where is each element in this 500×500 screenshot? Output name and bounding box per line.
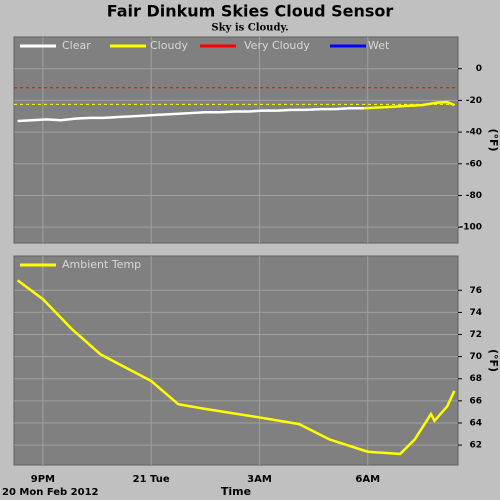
series-line bbox=[364, 100, 455, 110]
y-tick-label: -60 bbox=[466, 159, 482, 169]
y-tick-label: 62 bbox=[469, 441, 482, 451]
y-tick-label: 66 bbox=[469, 396, 482, 406]
y-tick-label: 76 bbox=[469, 286, 482, 296]
series-line bbox=[17, 107, 365, 123]
legend-label: Very Cloudy bbox=[244, 39, 310, 52]
plot-area bbox=[13, 36, 459, 244]
x-tick-label: 6AM bbox=[355, 474, 380, 485]
y-tick-label: 64 bbox=[469, 418, 482, 428]
x-tick-label: 3AM bbox=[247, 474, 272, 485]
x-tick-label: 21 Tue bbox=[133, 474, 170, 485]
legend-label: Ambient Temp bbox=[62, 258, 141, 271]
y-tick-label: -20 bbox=[466, 96, 482, 106]
chart-title: Fair Dinkum Skies Cloud Sensor bbox=[107, 2, 394, 21]
x-tick-label: 9PM bbox=[31, 474, 55, 485]
y-tick-label: -40 bbox=[466, 128, 482, 138]
y-tick-label: -80 bbox=[466, 191, 482, 201]
legend-label: Cloudy bbox=[150, 39, 188, 52]
date-label: 20 Mon Feb 2012 bbox=[2, 487, 99, 498]
y-tick-label: 68 bbox=[469, 374, 482, 384]
y-tick-label: -100 bbox=[459, 223, 482, 233]
legend-label: Wet bbox=[368, 39, 390, 52]
y-axis-label: (°F) bbox=[487, 128, 500, 151]
y-tick-label: 0 bbox=[476, 64, 482, 74]
y-tick-label: 72 bbox=[469, 330, 482, 340]
y-tick-label: 70 bbox=[469, 352, 482, 362]
y-tick-label: 74 bbox=[469, 308, 482, 318]
legend-label: Clear bbox=[62, 39, 91, 52]
subtitle: Sky is Cloudy. bbox=[211, 23, 288, 34]
plot-area bbox=[13, 255, 459, 466]
series-line bbox=[16, 279, 456, 456]
x-axis-label: Time bbox=[221, 485, 251, 498]
y-axis-label: (°F) bbox=[487, 349, 500, 372]
